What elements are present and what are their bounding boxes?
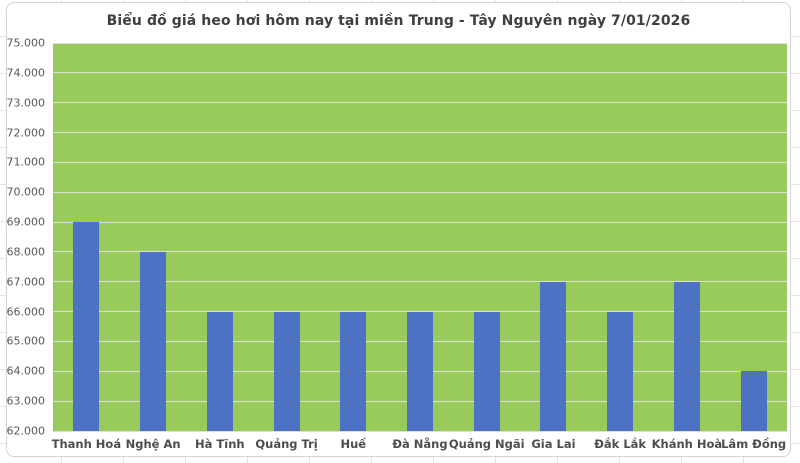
gridline	[53, 72, 787, 74]
y-tick-label: 68.000	[6, 245, 46, 259]
x-tick-label: Huế	[340, 437, 367, 451]
bar-khánh-hoà	[673, 281, 700, 431]
gridline	[53, 430, 787, 432]
x-tick-label: Quảng Trị	[255, 437, 318, 451]
y-tick-label: 74.000	[6, 66, 46, 80]
bar-gia-lai	[540, 281, 567, 431]
bar-lâm-đồng	[740, 371, 767, 431]
chart-title: Biểu đồ giá heo hơi hôm nay tại miền Tru…	[106, 13, 691, 29]
gridline	[53, 102, 787, 104]
x-axis: Thanh Hoá Nghệ An Hà Tĩnh Quảng Trị Huế Đà Nẵ…	[51, 437, 787, 455]
gridline	[53, 191, 787, 193]
plot-area	[53, 42, 787, 432]
y-tick-label: 64.000	[6, 364, 46, 378]
y-tick-label: 73.000	[6, 96, 46, 110]
bar-quảng-trị	[273, 311, 300, 431]
bar-thanh-hoá	[73, 222, 100, 431]
x-tick-label: Khánh Hoà	[651, 437, 723, 451]
gridline	[53, 251, 787, 253]
gridline	[53, 221, 787, 223]
y-axis: 62.000 63.000 64.000 65.000 66.000 67.000 68.0…	[6, 37, 47, 438]
bar-huế	[340, 311, 367, 431]
y-tick-label: 65.000	[6, 334, 46, 348]
y-tick-label: 70.000	[6, 185, 46, 199]
y-tick-label: 72.000	[6, 126, 46, 140]
x-tick-label: Gia Lai	[531, 437, 576, 451]
gridline	[53, 311, 787, 313]
y-tick-label: 66.000	[6, 305, 46, 319]
chart-frame: Biểu đồ giá heo hơi hôm nay tại miền Tru…	[6, 2, 791, 457]
bar-quảng-ngãi	[473, 311, 500, 431]
gridline	[53, 281, 787, 283]
y-tick-label: 75.000	[6, 36, 46, 50]
x-tick-label: Đà Nẵng	[392, 437, 448, 451]
y-tick-label: 71.000	[6, 155, 46, 169]
y-tick-label: 63.000	[6, 394, 46, 408]
x-tick-label: Hà Tĩnh	[195, 437, 245, 451]
y-tick-label: 67.000	[6, 275, 46, 289]
x-tick-label: Đắk Lắk	[594, 437, 647, 451]
x-tick-label: Quảng Ngãi	[448, 437, 525, 451]
x-tick-label: Nghệ An	[125, 437, 181, 451]
bar-hà-tĩnh	[206, 311, 233, 431]
bar-đà-nẵng	[407, 311, 433, 431]
x-tick-label: Lâm Đồng	[721, 437, 787, 451]
y-tick-label: 62.000	[6, 424, 46, 438]
bar-nghệ-an	[140, 251, 167, 431]
y-tick-label: 69.000	[6, 215, 46, 229]
gridline	[53, 42, 787, 44]
x-tick-label: Thanh Hoá	[51, 437, 122, 451]
bar-đắk-lắk	[607, 311, 634, 431]
gridline	[53, 132, 787, 134]
gridline	[53, 161, 787, 163]
